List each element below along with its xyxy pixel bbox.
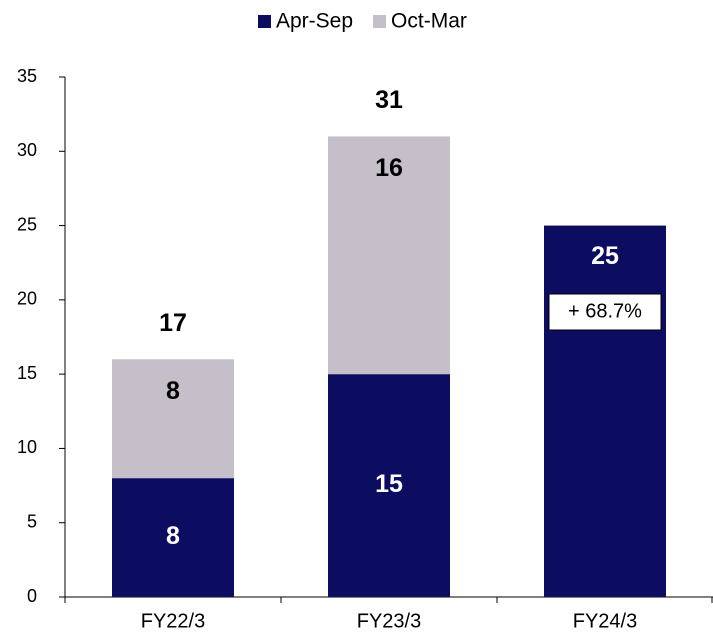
annotation-box <box>548 293 662 331</box>
y-tick-label: 25 <box>17 214 37 234</box>
value-label: 8 <box>166 377 180 405</box>
legend-label: Oct-Mar <box>391 10 467 33</box>
y-tick-label: 10 <box>17 437 37 457</box>
annotation: + 68.7% <box>568 300 642 322</box>
value-label: 15 <box>375 470 403 498</box>
y-tick-label: 35 <box>17 66 37 86</box>
x-tick-label: FY22/3 <box>141 610 205 632</box>
bar-segment <box>112 478 234 597</box>
y-tick-label: 15 <box>17 363 37 383</box>
total-label: 31 <box>375 86 403 114</box>
total-label: 17 <box>159 309 187 337</box>
bar-segment <box>544 225 666 598</box>
y-tick-label: 5 <box>27 511 37 531</box>
y-tick-label: 20 <box>17 289 37 309</box>
x-tick-label: FY23/3 <box>357 610 421 632</box>
value-label: 25 <box>591 242 619 270</box>
legend-swatch <box>258 15 271 28</box>
y-tick-label: 0 <box>27 586 37 606</box>
x-tick-label: FY24/3 <box>573 610 637 632</box>
legend-label: Apr-Sep <box>276 10 353 33</box>
legend-swatch <box>373 15 387 28</box>
value-label: 16 <box>375 154 403 182</box>
value-label: 8 <box>166 522 180 550</box>
y-tick-label: 30 <box>17 140 37 160</box>
bar-segment <box>328 374 450 597</box>
bar-segment <box>328 136 450 375</box>
bar-segment <box>112 359 234 479</box>
